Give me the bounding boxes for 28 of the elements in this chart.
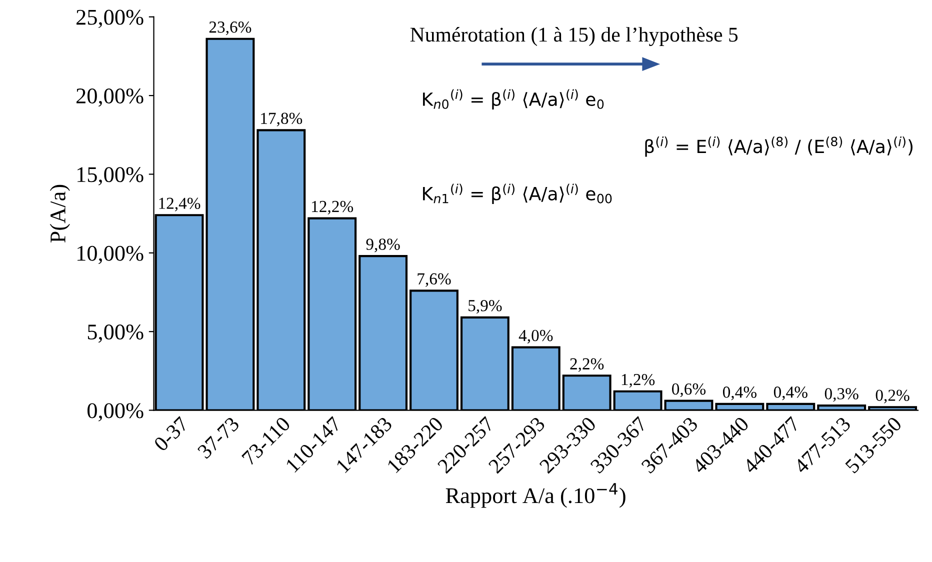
data-label: 2,2%	[570, 358, 604, 372]
text: β$^{(i)}$ = E$^{(i)}$ ⟨A/a⟩$^{(8)}$ / (E$^{(8)}$ ⟨A/a⟩$^{(i)}$)	[645, 136, 913, 157]
y-tick-label: 10,00%	[78, 246, 144, 264]
data-label: 17,8%	[261, 112, 302, 126]
data-label: 7,6%	[418, 273, 451, 287]
y-tick-label: 5,00%	[88, 324, 144, 343]
data-label: 9,8%	[366, 238, 400, 252]
data-label: 0,4%	[722, 386, 756, 400]
data-label: 12,4%	[159, 198, 200, 212]
y-tick-label: 20,00%	[76, 88, 144, 107]
data-label: 0,3%	[824, 388, 858, 402]
data-label: 1,2%	[622, 374, 655, 388]
data-label: 4,0%	[518, 330, 553, 344]
data-label: 0,6%	[672, 383, 706, 398]
annotation: Numérotation (1 à 15) de l’hypothèse 5	[410, 27, 738, 46]
data-label: 12,2%	[312, 200, 354, 215]
data-label: 5,9%	[468, 300, 502, 314]
y-tick-label: 0,00%	[88, 403, 144, 422]
y-tick-label: 15,00%	[78, 167, 144, 186]
x-axis-title: Rapport A/a (.10$^{−4}$)	[446, 483, 626, 508]
data-label: 0,4%	[774, 386, 808, 400]
text: K$_{n0}$$^{(i)}$ = β$^{(i)}$ ⟨A/a⟩$^{(i)}$ e$_{0}$	[423, 89, 604, 110]
y-tick-label: 25,00%	[76, 10, 144, 28]
text: K$_{n1}$$^{(i)}$ = β$^{(i)}$ ⟨A/a⟩$^{(i)}$ e$_{00}$	[423, 184, 612, 204]
y-axis-title: P(A/a)	[50, 184, 70, 243]
data-label: 23,6%	[209, 21, 252, 36]
x-tick-label: 0-37	[153, 416, 190, 452]
data-label: 0,2%	[876, 390, 910, 404]
